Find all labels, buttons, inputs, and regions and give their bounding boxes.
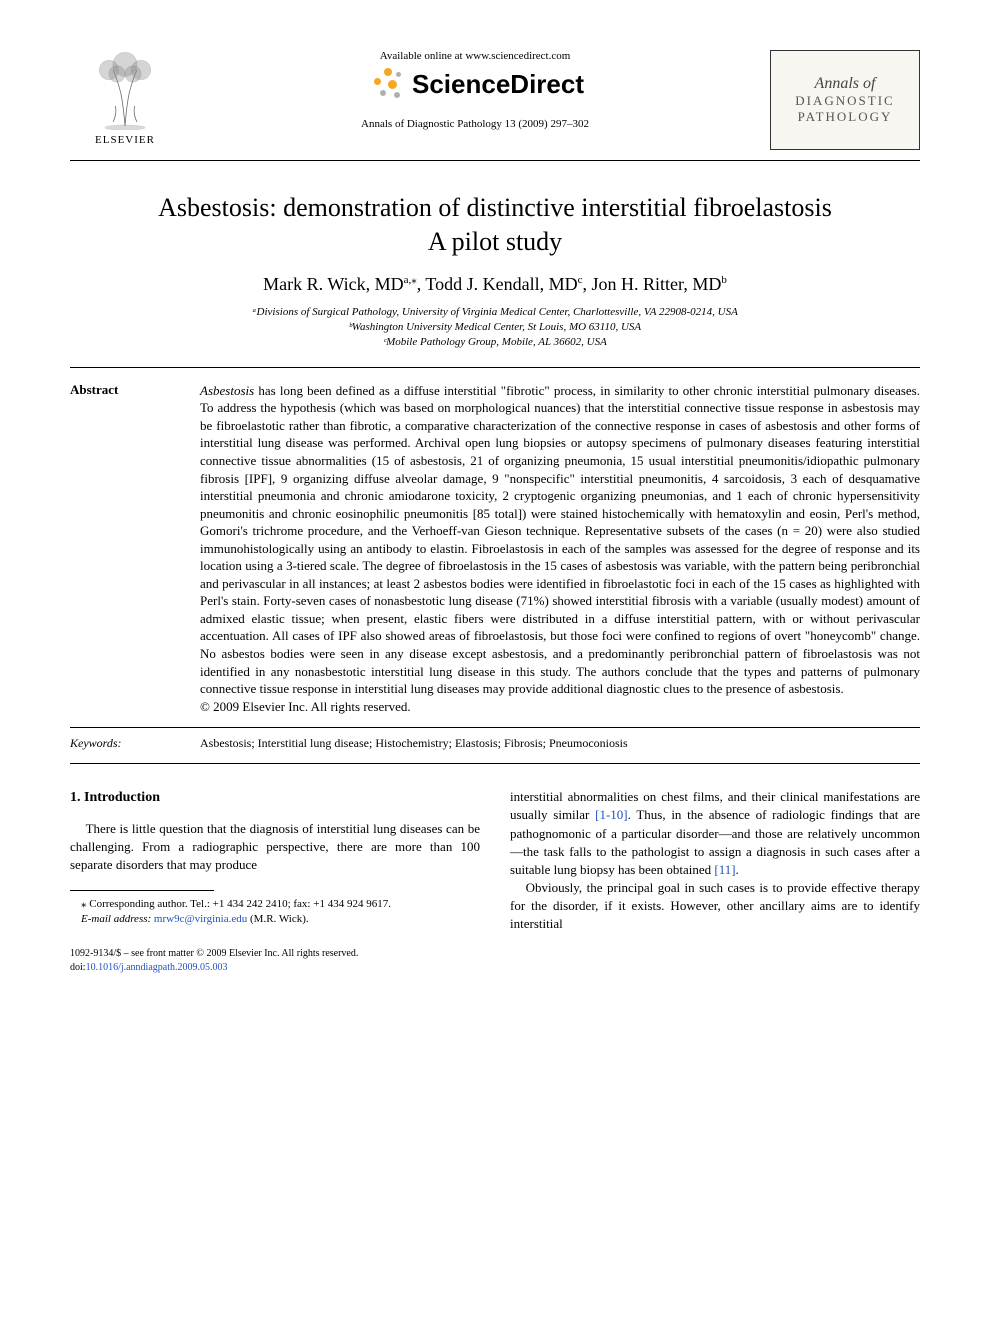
sciencedirect-wordmark: ScienceDirect bbox=[412, 69, 584, 100]
keywords-rule bbox=[70, 763, 920, 764]
abstract-label: Abstract bbox=[70, 382, 200, 715]
author-1: Mark R. Wick, MD bbox=[263, 274, 403, 294]
article-title-line2: A pilot study bbox=[70, 225, 920, 259]
sciencedirect-dots-icon bbox=[366, 64, 406, 104]
corresponding-author-footnote: ⁎ Corresponding author. Tel.: +1 434 242… bbox=[70, 897, 480, 912]
abstract-rule bbox=[70, 727, 920, 728]
footnote-separator bbox=[70, 890, 214, 891]
header-rule bbox=[70, 160, 920, 161]
col2-p1-post: . bbox=[736, 862, 739, 877]
email-label: E-mail address: bbox=[81, 913, 151, 925]
journal-citation: Annals of Diagnostic Pathology 13 (2009)… bbox=[361, 118, 589, 130]
sciencedirect-logo: ScienceDirect bbox=[366, 64, 584, 104]
abstract-text: Asbestosis has long been defined as a di… bbox=[200, 382, 920, 715]
email-footnote: E-mail address: mrw9c@virginia.edu (M.R.… bbox=[70, 912, 480, 927]
abstract-block: Abstract Asbestosis has long been define… bbox=[70, 382, 920, 715]
publisher-name: ELSEVIER bbox=[95, 134, 155, 146]
journal-cover-box: Annals of DIAGNOSTIC PATHOLOGY bbox=[770, 50, 920, 150]
left-column: 1. Introduction There is little question… bbox=[70, 788, 480, 975]
elsevier-tree-icon bbox=[85, 50, 165, 130]
corr-author-text: ⁎ Corresponding author. Tel.: +1 434 242… bbox=[81, 898, 391, 910]
body-columns: 1. Introduction There is little question… bbox=[70, 788, 920, 975]
publisher-block: ELSEVIER bbox=[70, 50, 180, 146]
abstract-body: has long been defined as a diffuse inter… bbox=[200, 383, 920, 696]
available-online-text: Available online at www.sciencedirect.co… bbox=[380, 50, 571, 62]
author-2: , Todd J. Kendall, MD bbox=[417, 274, 578, 294]
intro-paragraph-1: There is little question that the diagno… bbox=[70, 820, 480, 875]
section-1-heading: 1. Introduction bbox=[70, 788, 480, 808]
email-link[interactable]: mrw9c@virginia.edu bbox=[154, 913, 247, 925]
journal-name-line2: DIAGNOSTIC bbox=[795, 93, 894, 109]
right-column: interstitial abnormalities on chest film… bbox=[510, 788, 920, 975]
keywords-row: Keywords: Asbestosis; Interstitial lung … bbox=[70, 736, 920, 751]
journal-name-line1: Annals of bbox=[815, 75, 876, 93]
intro-paragraph-2: Obviously, the principal goal in such ca… bbox=[510, 879, 920, 934]
email-attribution: (M.R. Wick). bbox=[247, 913, 308, 925]
affiliation-a: ᵃDivisions of Surgical Pathology, Univer… bbox=[70, 305, 920, 320]
page-header: ELSEVIER Available online at www.science… bbox=[70, 50, 920, 150]
title-rule bbox=[70, 367, 920, 368]
intro-paragraph-1-cont: interstitial abnormalities on chest film… bbox=[510, 788, 920, 879]
ref-link-11[interactable]: [11] bbox=[714, 862, 735, 877]
issn-line: 1092-9134/$ – see front matter © 2009 El… bbox=[70, 948, 358, 959]
article-title-line1: Asbestosis: demonstration of distinctive… bbox=[70, 191, 920, 225]
doi-prefix: doi: bbox=[70, 962, 86, 973]
affiliation-c: ᶜMobile Pathology Group, Mobile, AL 3660… bbox=[70, 335, 920, 350]
authors-line: Mark R. Wick, MDa,⁎, Todd J. Kendall, MD… bbox=[70, 273, 920, 295]
ref-link-1-10[interactable]: [1-10] bbox=[595, 807, 628, 822]
footer-copyright: 1092-9134/$ – see front matter © 2009 El… bbox=[70, 947, 480, 975]
author-3-aff: b bbox=[721, 274, 727, 286]
keywords-text: Asbestosis; Interstitial lung disease; H… bbox=[200, 736, 628, 751]
journal-name-line3: PATHOLOGY bbox=[798, 109, 893, 125]
abstract-lead-word: Asbestosis bbox=[200, 383, 254, 398]
affiliations: ᵃDivisions of Surgical Pathology, Univer… bbox=[70, 305, 920, 351]
affiliation-b: ᵇWashington University Medical Center, S… bbox=[70, 320, 920, 335]
keywords-label: Keywords: bbox=[70, 736, 200, 751]
doi-link[interactable]: 10.1016/j.anndiagpath.2009.05.003 bbox=[86, 962, 228, 973]
author-3: , Jon H. Ritter, MD bbox=[583, 274, 722, 294]
header-center: Available online at www.sciencedirect.co… bbox=[180, 50, 770, 130]
abstract-copyright: © 2009 Elsevier Inc. All rights reserved… bbox=[200, 699, 411, 714]
